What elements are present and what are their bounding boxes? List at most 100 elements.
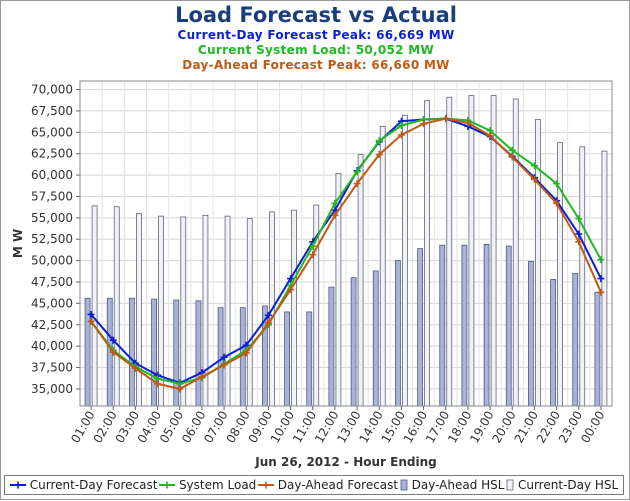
point-day-ahead-forecast xyxy=(575,238,583,246)
bar-current-day-hsl xyxy=(512,98,519,407)
y-tick-label: 40,000 xyxy=(31,339,73,353)
point-system-load xyxy=(309,242,317,250)
bar-current-day-hsl xyxy=(113,206,120,407)
y-tick-label: 55,000 xyxy=(31,211,73,225)
point-day-ahead-forecast xyxy=(486,132,494,140)
title-block: Load Forecast vs Actual Current-Day Fore… xyxy=(1,1,630,73)
line-day-ahead-forecast xyxy=(90,117,602,390)
legend-swatch-system-load xyxy=(158,481,175,489)
point-current-day-forecast xyxy=(264,311,272,319)
bar-day-ahead-hsl xyxy=(594,291,601,407)
point-day-ahead-forecast xyxy=(397,131,405,139)
point-day-ahead-forecast xyxy=(131,364,139,372)
point-day-ahead-forecast xyxy=(242,349,250,357)
bar-day-ahead-hsl xyxy=(395,260,401,407)
point-current-day-forecast xyxy=(287,275,295,283)
chart-title: Load Forecast vs Actual xyxy=(175,3,457,27)
point-day-ahead-forecast xyxy=(375,151,383,159)
point-system-load xyxy=(597,256,605,264)
bar-day-ahead-hsl xyxy=(528,261,534,407)
bar-day-ahead-hsl xyxy=(417,248,423,407)
y-tick-label: 35,000 xyxy=(31,382,73,396)
legend-item-current-day-hsl: Current-Day HSL xyxy=(506,478,618,492)
legend-swatch-current-day-forecast xyxy=(9,481,26,489)
point-day-ahead-forecast xyxy=(420,120,428,128)
y-tick-label: 47,500 xyxy=(31,275,73,289)
legend-swatch-current-day-hsl xyxy=(506,479,514,491)
legend-item-current-day-forecast: Current-Day Forecast xyxy=(9,478,157,492)
legend-label: Current-Day HSL xyxy=(517,478,619,492)
point-day-ahead-forecast xyxy=(154,380,162,388)
y-tick-label: 52,500 xyxy=(31,232,73,246)
bar-current-day-hsl xyxy=(379,125,386,407)
point-day-ahead-forecast xyxy=(220,361,228,369)
point-system-load xyxy=(375,137,383,145)
bar-current-day-hsl xyxy=(136,213,142,407)
y-tick-label: 62,500 xyxy=(31,147,73,161)
point-system-load xyxy=(353,168,361,176)
point-system-load xyxy=(575,215,583,223)
y-tick-label: 57,500 xyxy=(31,189,73,203)
y-tick-label: 67,500 xyxy=(31,104,73,118)
subtitle-current-system-load: Current System Load: 50,052 MW xyxy=(197,43,435,57)
point-day-ahead-forecast xyxy=(264,319,272,327)
y-tick-label: 45,000 xyxy=(31,296,73,310)
point-day-ahead-forecast xyxy=(508,153,516,161)
bar-day-ahead-hsl xyxy=(129,297,135,407)
legend-label: System Load xyxy=(178,478,257,492)
point-day-ahead-forecast xyxy=(87,317,95,325)
bar-day-ahead-hsl xyxy=(483,243,490,407)
y-tick-label: 37,500 xyxy=(31,361,73,375)
legend: Current-Day Forecast System Load Day-Ahead… xyxy=(4,475,624,495)
bar-day-ahead-hsl xyxy=(505,245,512,407)
y-tick-label: 65,000 xyxy=(31,125,73,139)
point-day-ahead-forecast xyxy=(553,199,561,207)
bar-day-ahead-hsl xyxy=(173,299,180,407)
y-tick-label: 70,000 xyxy=(31,83,73,97)
subtitle-current-day-peak: Current-Day Forecast Peak: 66,669 MW xyxy=(177,28,455,42)
point-system-load xyxy=(553,180,561,188)
point-system-load xyxy=(397,121,405,129)
point-day-ahead-forecast xyxy=(176,385,184,393)
bar-current-day-hsl xyxy=(579,146,586,407)
point-day-ahead-forecast xyxy=(530,175,538,183)
bar-current-day-hsl xyxy=(91,205,98,407)
bar-current-day-hsl xyxy=(224,215,231,407)
bar-day-ahead-hsl xyxy=(151,298,157,407)
legend-swatch-day-ahead-hsl xyxy=(400,479,408,491)
y-tick-label: 60,000 xyxy=(31,168,73,182)
bar-current-day-hsl xyxy=(246,218,253,407)
plot-border xyxy=(79,80,613,407)
bar-current-day-hsl xyxy=(468,95,475,407)
bar-day-ahead-hsl xyxy=(306,311,313,407)
bar-current-day-hsl xyxy=(446,96,453,407)
bar-current-day-hsl xyxy=(357,154,364,407)
legend-label: Day-Ahead Forecast xyxy=(277,478,399,492)
bar-current-day-hsl xyxy=(424,100,430,407)
x-axis-label: Jun 26, 2012 - Hour Ending xyxy=(254,455,436,469)
bar-current-day-hsl xyxy=(291,209,297,407)
bar-day-ahead-hsl xyxy=(461,244,468,407)
y-axis-label: M W xyxy=(11,229,25,258)
bar-current-day-hsl xyxy=(535,119,541,407)
point-day-ahead-forecast xyxy=(331,211,339,219)
point-system-load xyxy=(508,146,516,154)
bar-day-ahead-hsl xyxy=(572,273,579,407)
point-day-ahead-forecast xyxy=(287,286,295,294)
point-system-load xyxy=(530,162,538,170)
point-day-ahead-forecast xyxy=(597,288,605,296)
subtitle-day-ahead-peak: Day-Ahead Forecast Peak: 66,660 MW xyxy=(182,58,450,72)
legend-item-day-ahead-forecast: Day-Ahead Forecast xyxy=(257,478,399,492)
point-day-ahead-forecast xyxy=(309,251,317,259)
bar-day-ahead-hsl xyxy=(372,270,379,407)
bar-day-ahead-hsl xyxy=(328,286,335,407)
point-day-ahead-forecast xyxy=(442,115,450,123)
legend-label: Day-Ahead HSL xyxy=(411,478,505,492)
legend-item-system-load: System Load xyxy=(158,478,257,492)
point-current-day-forecast xyxy=(597,275,605,283)
bar-day-ahead-hsl xyxy=(195,300,202,407)
point-day-ahead-forecast xyxy=(109,348,117,356)
bar-day-ahead-hsl xyxy=(284,311,290,407)
